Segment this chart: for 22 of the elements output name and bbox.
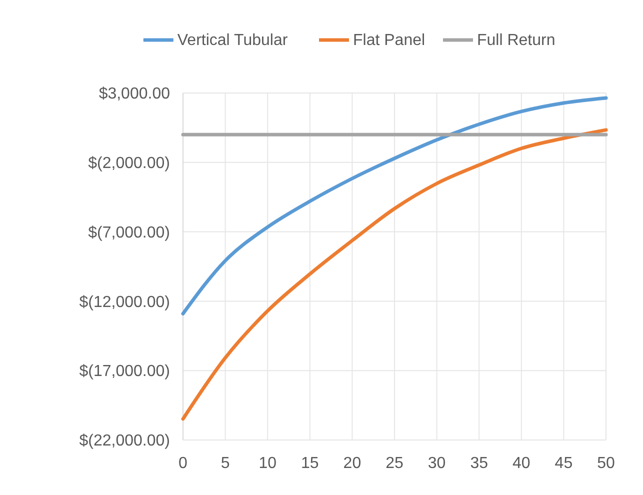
- x-tick-label: 45: [554, 455, 573, 472]
- y-tick-label: $(7,000.00): [88, 224, 170, 242]
- x-tick-label: 0: [178, 455, 188, 472]
- x-tick-label: 15: [301, 455, 319, 472]
- x-tick-label: 5: [220, 455, 230, 472]
- legend-label: Vertical Tubular: [177, 32, 288, 49]
- x-tick-label: 25: [386, 455, 404, 472]
- x-tick-label: 10: [258, 455, 277, 472]
- y-tick-label: $(17,000.00): [79, 363, 170, 380]
- y-tick-label: $3,000.00: [98, 86, 170, 103]
- y-tick-label: $(12,000.00): [79, 294, 170, 311]
- x-tick-label: 30: [428, 455, 446, 472]
- line-series: [181, 96, 608, 316]
- x-tick-label: 35: [470, 455, 488, 472]
- y-tick-label: $(22,000.00): [79, 432, 170, 450]
- y-tick-label: $(2,000.00): [88, 155, 170, 172]
- x-tick-label: 50: [597, 455, 615, 472]
- legend-label: Full Return: [477, 32, 556, 49]
- x-tick-label: 40: [512, 455, 530, 472]
- legend-label: Flat Panel: [353, 32, 426, 49]
- line-series: [181, 128, 608, 421]
- x-tick-label: 20: [343, 455, 362, 472]
